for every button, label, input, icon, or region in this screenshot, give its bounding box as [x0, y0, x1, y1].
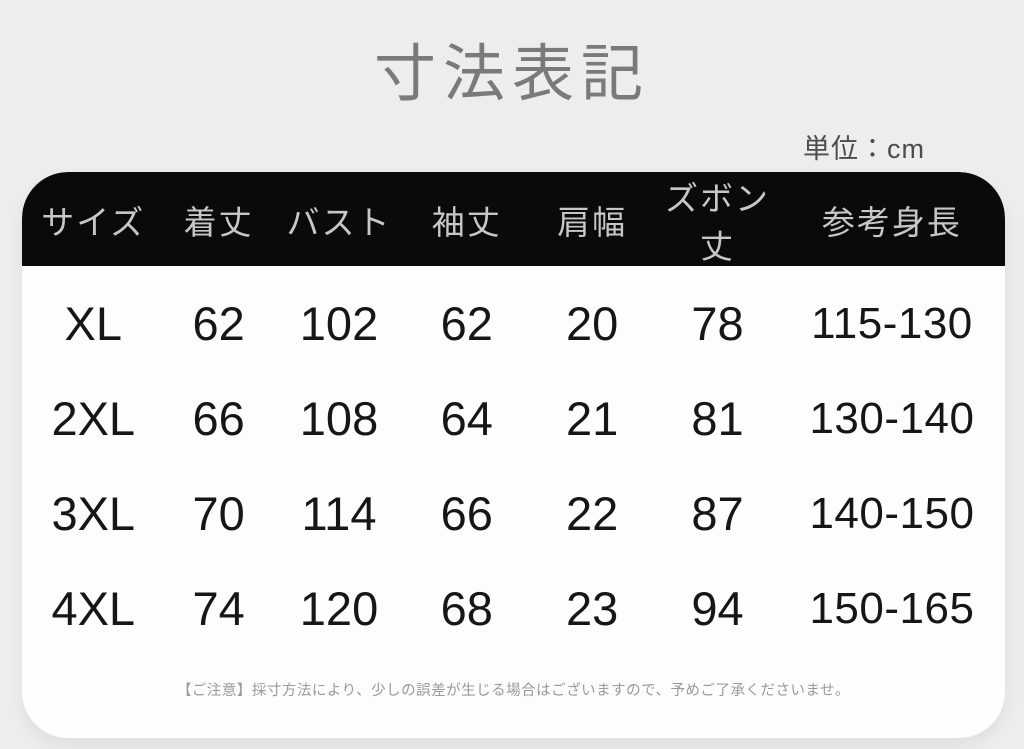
cell-bust: 108	[299, 392, 379, 445]
page-title: 寸法表記	[373, 40, 650, 109]
column-header-sleeve: 袖丈	[431, 204, 502, 241]
column-header-pants: ズボン丈	[664, 180, 770, 265]
unit-label: 単位：cm	[803, 134, 925, 164]
cell-body-length: 66	[192, 392, 245, 445]
cell-bust: 114	[301, 487, 377, 540]
cell-shoulder: 21	[565, 392, 619, 445]
cell-shoulder: 23	[565, 582, 619, 635]
cell-size: 2XL	[51, 392, 136, 445]
table-body: XL 62 102 62 20 78 115-130 2XL 66 108 64…	[22, 266, 1005, 656]
cell-bust: 102	[299, 297, 379, 350]
cell-sleeve: 66	[440, 487, 493, 540]
table-row: XL 62 102 62 20 78 115-130	[22, 276, 1005, 371]
cell-body-length: 62	[192, 297, 245, 350]
cell-body-length: 70	[192, 487, 245, 540]
cell-size: 4XL	[51, 582, 136, 635]
cell-pants: 81	[691, 392, 744, 445]
table-row: 4XL 74 120 68 23 94 150-165	[22, 561, 1005, 656]
cell-body-length: 74	[192, 582, 245, 635]
cell-sleeve: 64	[440, 392, 493, 445]
cell-height: 130-140	[809, 393, 975, 443]
cell-shoulder: 22	[565, 487, 619, 540]
column-header-bust: バスト	[286, 204, 392, 241]
cell-pants: 94	[691, 582, 744, 635]
cell-size: XL	[64, 297, 123, 350]
cell-shoulder: 20	[565, 297, 619, 350]
table-row: 3XL 70 114 66 22 87 140-150	[22, 466, 1005, 561]
column-header-shoulder: 肩幅	[557, 204, 628, 241]
cell-size: 3XL	[51, 487, 136, 540]
cell-height: 150-165	[809, 583, 975, 633]
cell-pants: 78	[691, 297, 744, 350]
cell-height: 115-130	[811, 298, 973, 348]
cell-sleeve: 62	[440, 297, 493, 350]
cell-pants: 87	[691, 487, 744, 540]
cell-bust: 120	[299, 582, 379, 635]
column-header-size: サイズ	[41, 204, 146, 241]
table-header-row: サイズ 着丈 バスト 袖丈 肩幅 ズボン丈 参考身長	[22, 172, 1005, 266]
column-header-height: 参考身長	[821, 204, 962, 241]
caution-note: 【ご注意】採寸方法により、少しの誤差が生じる場合はございますので、予めご了承くだ…	[176, 683, 851, 699]
size-table-card: サイズ 着丈 バスト 袖丈 肩幅 ズボン丈 参考身長 XL 62 102 62 …	[22, 172, 1005, 738]
table-row: 2XL 66 108 64 21 81 130-140	[22, 371, 1005, 466]
column-header-body-length: 着丈	[183, 204, 254, 241]
cell-sleeve: 68	[440, 582, 493, 635]
cell-height: 140-150	[809, 488, 975, 538]
